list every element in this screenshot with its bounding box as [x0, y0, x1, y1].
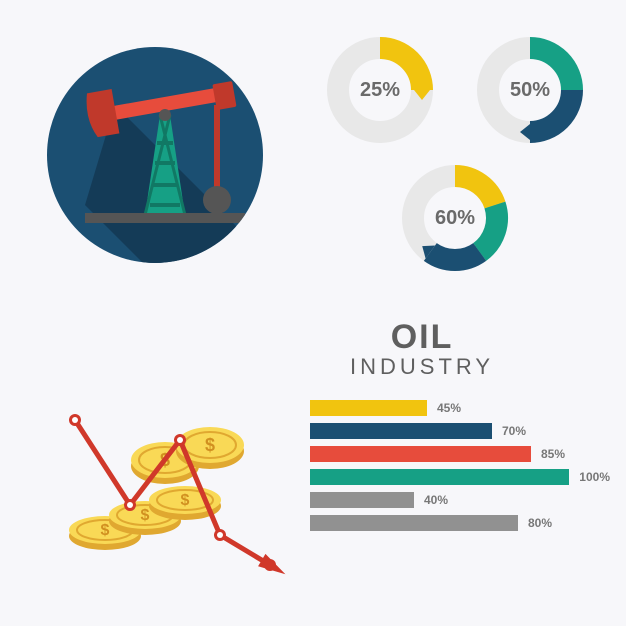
bar-label: 45%	[437, 401, 461, 415]
bar-label: 70%	[502, 424, 526, 438]
donut-chart-2: 50%	[470, 30, 590, 150]
bar-label: 100%	[579, 470, 610, 484]
donut-chart-1: 25%	[320, 30, 440, 150]
bar-row: 80%	[310, 513, 610, 533]
bar-label: 85%	[541, 447, 565, 461]
svg-text:$: $	[141, 507, 150, 524]
svg-text:$: $	[205, 435, 215, 455]
donut-chart-3: 60%	[395, 158, 515, 278]
bar-row: 40%	[310, 490, 610, 510]
bar-label: 40%	[424, 493, 448, 507]
bar	[310, 446, 531, 462]
bar-label: 80%	[528, 516, 552, 530]
svg-text:$: $	[101, 522, 110, 539]
donut-label: 50%	[470, 30, 590, 150]
bar-row: 70%	[310, 421, 610, 441]
donut-charts: 25% 50% 60%	[310, 30, 600, 278]
donut-label: 25%	[320, 30, 440, 150]
bar	[310, 423, 492, 439]
title-main: OIL	[350, 320, 494, 354]
bar	[310, 515, 518, 531]
title-block: OIL INDUSTRY	[350, 320, 494, 380]
oil-pump-icon	[45, 45, 265, 265]
bar	[310, 492, 414, 508]
title-sub: INDUSTRY	[350, 354, 494, 380]
bar-row: 45%	[310, 398, 610, 418]
bar-row: 85%	[310, 444, 610, 464]
svg-text:$: $	[181, 492, 190, 509]
bar	[310, 400, 427, 416]
donut-label: 60%	[395, 158, 515, 278]
bar-chart: 45% 70% 85% 100% 40% 80%	[310, 395, 610, 536]
coins-trend: $ $ $ $ $	[45, 340, 295, 600]
bar	[310, 469, 569, 485]
oil-pump-badge	[45, 45, 265, 265]
bar-row: 100%	[310, 467, 610, 487]
